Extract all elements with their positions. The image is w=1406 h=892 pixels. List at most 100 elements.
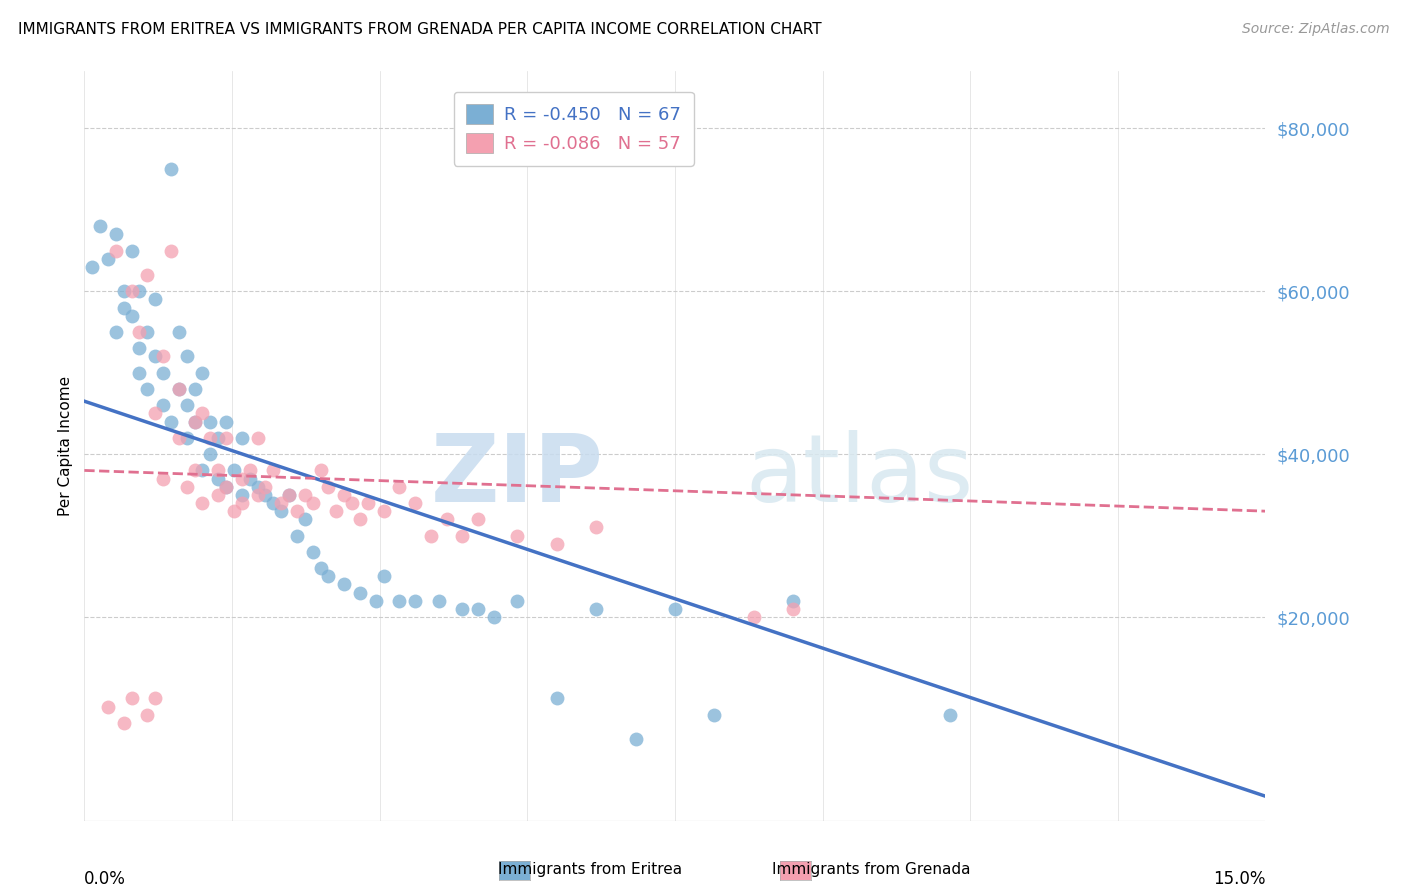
Point bbox=[207, 431, 229, 445]
Point bbox=[373, 569, 395, 583]
Point bbox=[128, 285, 150, 299]
Point bbox=[782, 602, 804, 616]
Point bbox=[104, 325, 127, 339]
Point bbox=[215, 431, 238, 445]
Point bbox=[246, 431, 269, 445]
Point bbox=[143, 406, 166, 420]
Point bbox=[246, 480, 269, 494]
Point bbox=[231, 488, 253, 502]
Text: ZIP: ZIP bbox=[432, 430, 605, 522]
Point bbox=[333, 488, 356, 502]
Point bbox=[419, 528, 441, 542]
Legend: R = -0.450   N = 67, R = -0.086   N = 57: R = -0.450 N = 67, R = -0.086 N = 57 bbox=[454, 92, 693, 166]
Point bbox=[152, 398, 174, 412]
Point bbox=[301, 496, 323, 510]
Point bbox=[112, 301, 135, 315]
Point bbox=[301, 545, 323, 559]
Point bbox=[167, 431, 190, 445]
Point bbox=[200, 415, 222, 429]
Y-axis label: Per Capita Income: Per Capita Income bbox=[58, 376, 73, 516]
Text: Source: ZipAtlas.com: Source: ZipAtlas.com bbox=[1241, 22, 1389, 37]
Point bbox=[467, 602, 489, 616]
Text: 15.0%: 15.0% bbox=[1213, 870, 1265, 888]
Point bbox=[97, 252, 120, 266]
Point bbox=[112, 715, 135, 730]
Point bbox=[215, 480, 238, 494]
Point bbox=[364, 593, 387, 607]
Point bbox=[278, 488, 301, 502]
Point bbox=[506, 528, 529, 542]
Point bbox=[546, 691, 568, 706]
Point bbox=[128, 366, 150, 380]
Point bbox=[82, 260, 104, 274]
Point bbox=[278, 488, 301, 502]
Point bbox=[231, 472, 253, 486]
Point bbox=[436, 512, 458, 526]
Point bbox=[207, 488, 229, 502]
Point bbox=[183, 415, 205, 429]
Point bbox=[200, 447, 222, 461]
Point bbox=[207, 472, 229, 486]
Point bbox=[104, 244, 127, 258]
Point bbox=[388, 480, 411, 494]
Point bbox=[176, 480, 198, 494]
Point bbox=[160, 415, 183, 429]
Point bbox=[294, 512, 316, 526]
Point bbox=[404, 593, 426, 607]
Point bbox=[742, 610, 765, 624]
Point bbox=[191, 366, 214, 380]
Point bbox=[128, 341, 150, 355]
Point bbox=[152, 350, 174, 364]
Point bbox=[703, 707, 725, 722]
Point bbox=[270, 504, 292, 518]
Point bbox=[222, 504, 245, 518]
Point bbox=[136, 382, 159, 396]
Point bbox=[207, 463, 229, 477]
Point bbox=[388, 593, 411, 607]
Point bbox=[143, 691, 166, 706]
Point bbox=[585, 602, 607, 616]
Point bbox=[246, 488, 269, 502]
Point bbox=[451, 602, 474, 616]
Point bbox=[183, 463, 205, 477]
Point bbox=[143, 350, 166, 364]
Point bbox=[309, 463, 332, 477]
Point bbox=[191, 496, 214, 510]
Point bbox=[215, 480, 238, 494]
Point bbox=[191, 406, 214, 420]
Point bbox=[451, 528, 474, 542]
Point bbox=[325, 504, 347, 518]
Point bbox=[167, 382, 190, 396]
Point bbox=[318, 569, 340, 583]
Point bbox=[222, 463, 245, 477]
Point bbox=[215, 415, 238, 429]
Point bbox=[546, 537, 568, 551]
Point bbox=[152, 472, 174, 486]
Text: Immigrants from Eritrea: Immigrants from Eritrea bbox=[499, 863, 682, 877]
Point bbox=[939, 707, 962, 722]
Point bbox=[239, 463, 262, 477]
Point bbox=[782, 593, 804, 607]
Point bbox=[167, 382, 190, 396]
Point bbox=[270, 496, 292, 510]
Point bbox=[624, 732, 647, 747]
Point bbox=[254, 488, 277, 502]
Point bbox=[318, 480, 340, 494]
Point bbox=[309, 561, 332, 575]
Point bbox=[136, 325, 159, 339]
Point bbox=[104, 227, 127, 242]
Point bbox=[160, 244, 183, 258]
Point bbox=[89, 219, 111, 233]
Point bbox=[285, 504, 308, 518]
Point bbox=[136, 268, 159, 282]
Point bbox=[200, 431, 222, 445]
Point bbox=[121, 244, 143, 258]
Point bbox=[357, 496, 380, 510]
Point bbox=[176, 431, 198, 445]
Point bbox=[143, 293, 166, 307]
Text: atlas: atlas bbox=[745, 430, 974, 522]
Point bbox=[349, 512, 371, 526]
Point bbox=[285, 528, 308, 542]
Point bbox=[404, 496, 426, 510]
Text: IMMIGRANTS FROM ERITREA VS IMMIGRANTS FROM GRENADA PER CAPITA INCOME CORRELATION: IMMIGRANTS FROM ERITREA VS IMMIGRANTS FR… bbox=[18, 22, 823, 37]
